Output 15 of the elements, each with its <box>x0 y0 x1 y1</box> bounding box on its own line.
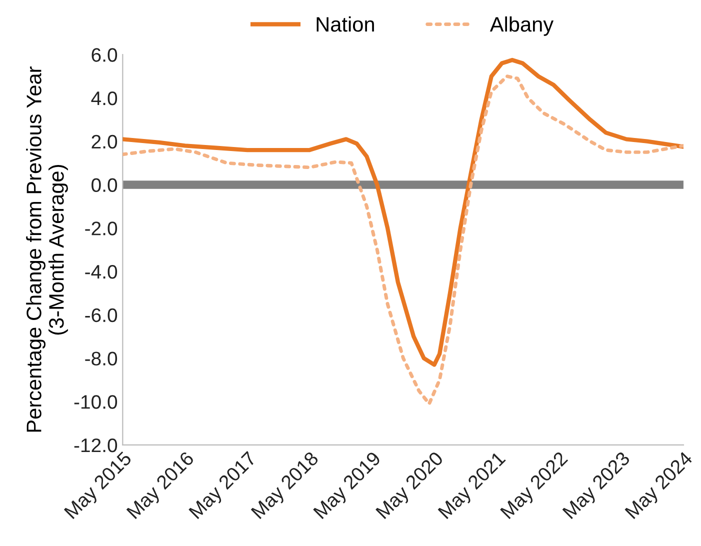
y-tick-label: -6.0 <box>85 308 118 322</box>
line-series <box>122 74 684 406</box>
y-tick-label: -4.0 <box>85 264 118 279</box>
y-tick-label: -12.0 <box>74 438 118 452</box>
line-series <box>122 58 684 367</box>
y-tick-label: -8.0 <box>85 352 118 366</box>
legend-label: Nation <box>316 16 374 32</box>
legend-label: Albany <box>490 16 554 36</box>
y-tick-label: 6.0 <box>92 48 118 62</box>
y-tick-label: -10.0 <box>74 395 118 409</box>
y-tick-label: 0.0 <box>92 178 118 192</box>
y-tick-label: 2.0 <box>92 134 118 149</box>
y-axis-title: Percentage Change from Previous Year (3-Month Average) <box>26 66 68 432</box>
y-tick-label: -2.0 <box>85 222 118 236</box>
y-tick-label: 4.0 <box>91 91 118 106</box>
